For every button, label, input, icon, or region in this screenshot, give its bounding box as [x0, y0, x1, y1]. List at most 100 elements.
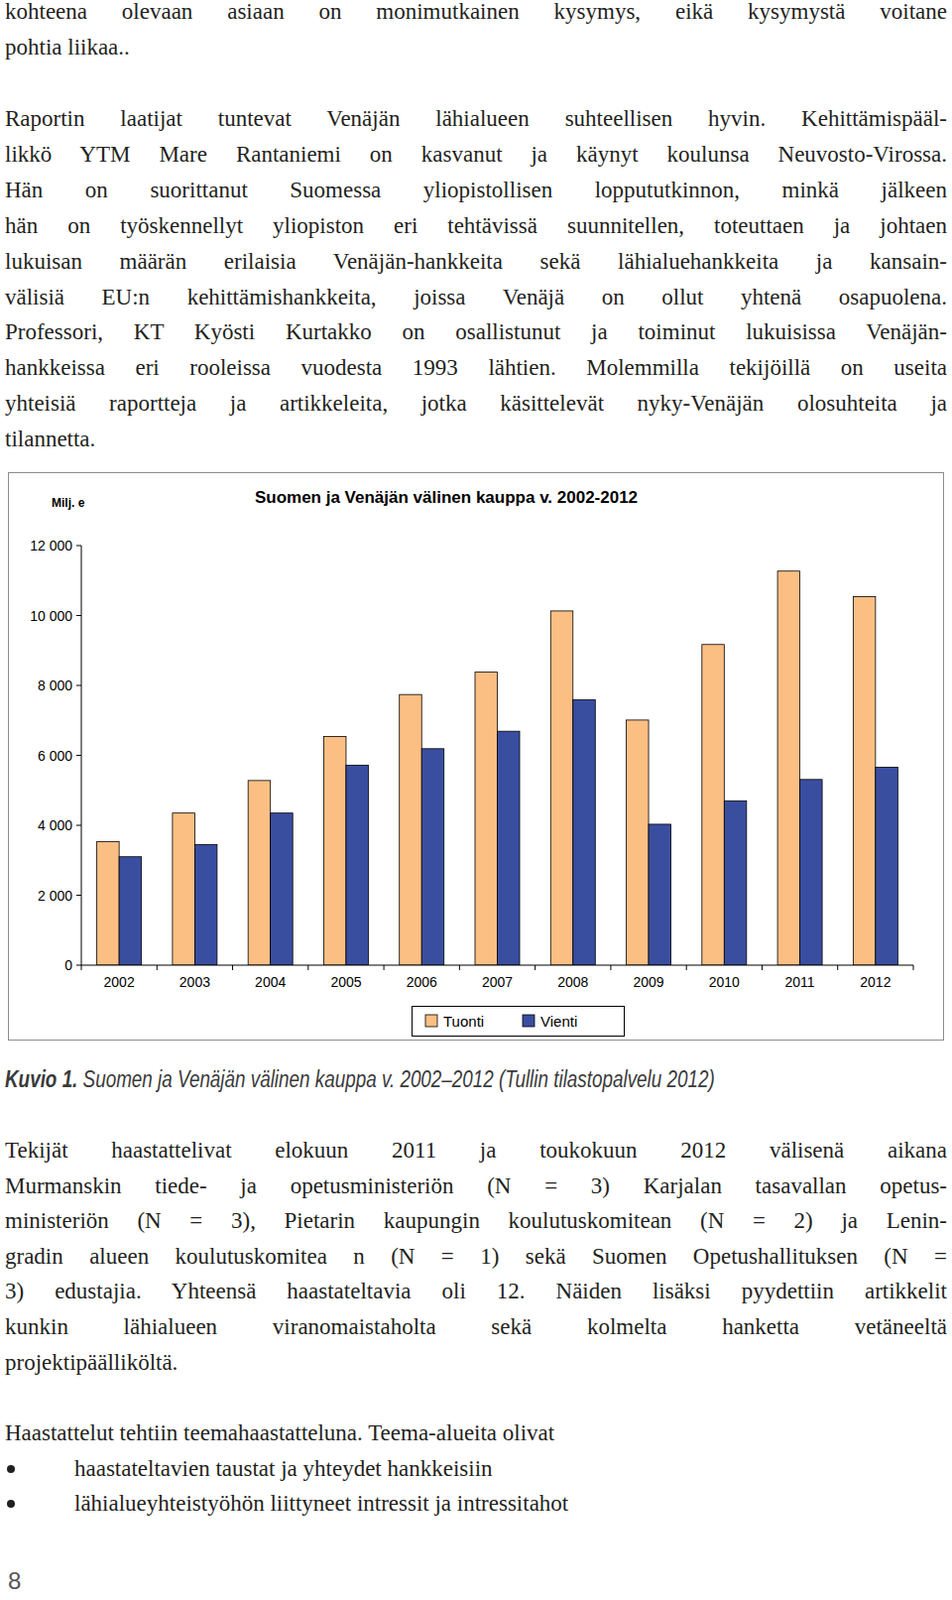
- x-tick-label: 2003: [179, 973, 211, 990]
- text-line: Raportin laatijat tuntevat Venäjän lähia…: [4, 101, 948, 137]
- bar: [875, 766, 899, 965]
- y-tick-label: 2 000: [37, 887, 73, 904]
- legend-label: Tuonti: [443, 1012, 484, 1030]
- caption-label: Kuvio 1.: [4, 1066, 78, 1092]
- x-tick: [609, 964, 611, 970]
- y-tick: [76, 894, 82, 896]
- chart-frame: [8, 473, 945, 1041]
- text-line: tilannetta.: [4, 421, 948, 458]
- text-line: Haastattelut tehtiin teemahaastatteluna.…: [4, 1415, 948, 1451]
- text-line: Murmanskin tiede- ja opetusministeriön (…: [4, 1168, 948, 1204]
- y-axis: [81, 545, 83, 965]
- bar: [800, 779, 824, 965]
- y-tick-label: 8 000: [37, 677, 73, 694]
- legend-swatch: [425, 1014, 438, 1027]
- legend-label: Vienti: [540, 1012, 578, 1030]
- y-tick: [76, 545, 82, 547]
- bullet: [6, 1464, 15, 1473]
- y-tick-label: 12 000: [29, 537, 73, 554]
- bar: [97, 841, 120, 965]
- y-tick: [76, 964, 82, 966]
- text-line: 3) edustajia. Yhteensä haastateltavia ol…: [4, 1273, 948, 1309]
- x-tick-label: 2012: [859, 973, 891, 990]
- text-line: gradin alueen koulutuskomitea n (N = 1) …: [4, 1238, 948, 1275]
- bar: [323, 735, 347, 965]
- legend-box: [412, 1006, 625, 1037]
- bar: [852, 595, 876, 965]
- chart-title: Suomen ja Venäjän välinen kauppa v. 2002…: [254, 487, 638, 507]
- y-tick-label: 6 000: [37, 747, 73, 764]
- bar: [172, 813, 196, 965]
- text-line: lukuisan määrän erilaisia Venäjän-hankke…: [4, 243, 948, 280]
- bar: [573, 699, 596, 965]
- x-tick: [232, 964, 234, 970]
- x-tick: [459, 964, 461, 970]
- bar: [626, 719, 650, 965]
- text-line: välisiä EU:n kehittämishankkeita, joissa…: [4, 279, 948, 316]
- x-tick-label: 2009: [632, 973, 664, 990]
- bar: [777, 571, 801, 965]
- y-tick: [76, 754, 82, 756]
- x-tick: [913, 964, 915, 970]
- x-axis: [81, 964, 914, 966]
- chart: Suomen ja Venäjän välinen kauppa v. 2002…: [0, 0, 952, 1600]
- bar: [550, 610, 574, 965]
- x-tick-label: 2005: [330, 973, 361, 990]
- bar: [270, 813, 294, 965]
- bar: [723, 800, 747, 965]
- y-tick-label: 10 000: [29, 607, 73, 624]
- text-line: Tekijät haastattelivat elokuun 2011 ja t…: [4, 1132, 948, 1169]
- bullet: [6, 1499, 15, 1508]
- x-tick: [383, 964, 385, 970]
- bars: [97, 571, 899, 965]
- text-line: hän on työskennellyt yliopiston eri teht…: [4, 208, 948, 244]
- x-tick: [156, 964, 158, 970]
- bar: [119, 856, 141, 965]
- x-tick-label: 2011: [785, 973, 816, 990]
- y-tick: [76, 825, 82, 827]
- legend: Tuonti Vienti: [412, 1006, 625, 1037]
- x-tick-label: 2002: [104, 973, 135, 990]
- bar: [421, 748, 445, 965]
- list-text: haastateltavien taustat ja yhteydet hank…: [74, 1450, 493, 1487]
- x-tick-label: 2006: [406, 973, 438, 990]
- text-line: kohteena olevaan asiaan on monimutkainen…: [4, 0, 948, 30]
- x-tick: [761, 964, 763, 970]
- bar: [346, 764, 369, 965]
- x-tick: [836, 964, 838, 970]
- x-tick: [81, 964, 83, 970]
- caption: Kuvio 1. Suomen ja Venäjän välinen kaupp…: [4, 1063, 715, 1095]
- text-line: projektipäälliköltä.: [4, 1344, 948, 1381]
- x-tick-label: 2008: [557, 973, 589, 990]
- x-tick-label: 2007: [481, 973, 513, 990]
- legend-swatch: [522, 1014, 535, 1027]
- bar: [702, 644, 725, 965]
- text-line: yhteisiä raportteja ja artikkeleita, jot…: [4, 385, 948, 422]
- list-text: lähialueyhteistyöhön liittyneet intressi…: [74, 1485, 569, 1522]
- bar: [194, 843, 218, 965]
- x-tick-label: 2010: [709, 973, 740, 990]
- y-tick: [76, 614, 82, 616]
- text-line: kunkin lähialueen viranomaistaholta sekä…: [4, 1309, 948, 1345]
- text-line: likkö YTM Mare Rantaniemi on kasvanut ja…: [4, 136, 948, 173]
- x-tick: [307, 964, 309, 970]
- bar: [475, 672, 498, 965]
- page-number: 8: [7, 1566, 21, 1595]
- text-line: hankkeissa eri rooleissa vuodesta 1993 l…: [4, 350, 948, 386]
- y-tick-label: 0: [64, 956, 73, 973]
- bar: [247, 780, 271, 965]
- y-axis-label: Milj. e: [51, 495, 86, 510]
- text-line: Hän on suorittanut Suomessa yliopistolli…: [4, 172, 948, 209]
- bar: [399, 694, 423, 965]
- text-line: Professori, KT Kyösti Kurtakko on osalli…: [4, 314, 948, 351]
- text-line: ministeriön (N = 3), Pietarin kaupungin …: [4, 1202, 948, 1239]
- x-tick: [686, 964, 688, 970]
- caption-text: Suomen ja Venäjän välinen kauppa v. 2002…: [83, 1066, 715, 1092]
- bar: [648, 824, 672, 965]
- text-line: pohtia liikaa..: [4, 29, 948, 66]
- y-tick-label: 4 000: [37, 817, 73, 833]
- x-tick: [534, 964, 536, 970]
- x-tick-label: 2004: [254, 973, 286, 990]
- bar: [497, 730, 521, 965]
- y-tick: [76, 685, 82, 687]
